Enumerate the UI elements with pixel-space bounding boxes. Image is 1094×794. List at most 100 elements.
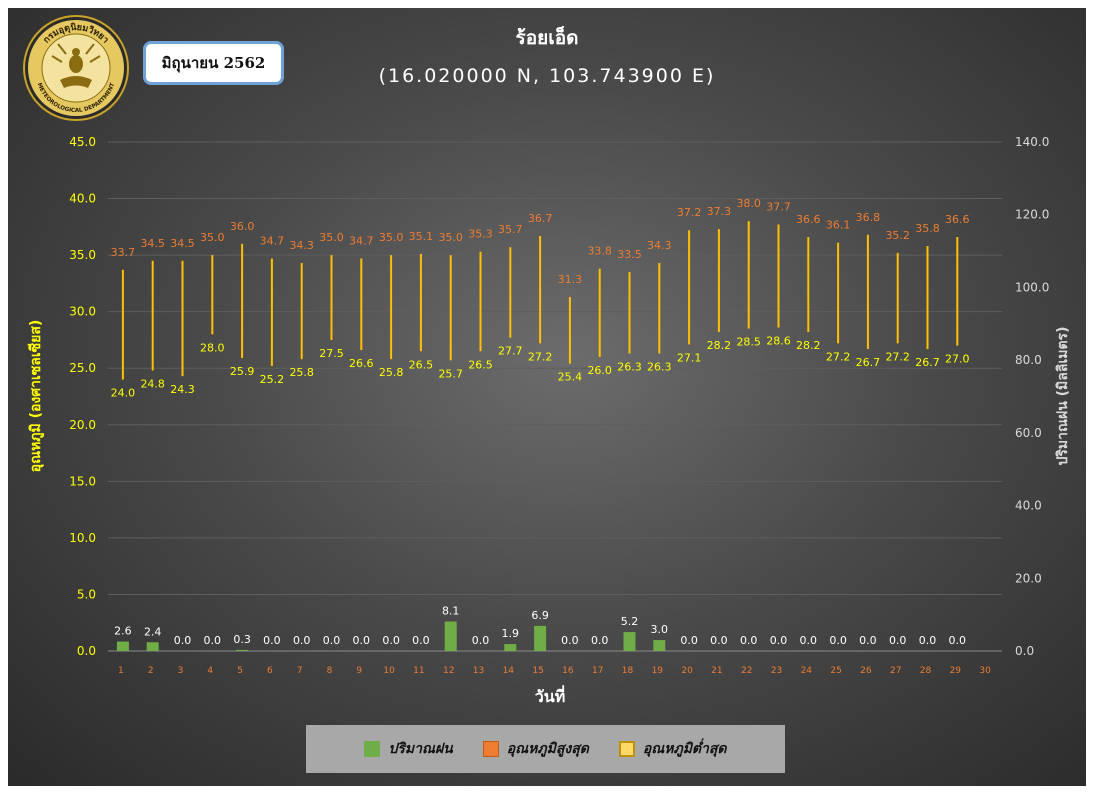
min-temp-label: 24.3: [170, 383, 195, 396]
min-temp-label: 26.7: [915, 356, 940, 369]
x-tick-label: 15: [532, 666, 543, 676]
legend-label-min-temp: อุณหภูมิต่ำสุด: [642, 741, 727, 757]
max-temp-label: 35.8: [915, 222, 940, 235]
temperature-range-bar: [121, 269, 124, 380]
max-temp-label: 34.3: [647, 239, 672, 252]
temperature-range-bar: [330, 255, 333, 340]
max-temp-label: 37.7: [766, 201, 791, 214]
right-tick-label: 0.0: [1015, 644, 1034, 658]
data-labels: 2.6 33.7 24.0 2.4 34.5 24.8 0.0 34.5 24.3 0.0 35.0…: [111, 197, 970, 647]
rain-value-label: 0.0: [204, 634, 222, 647]
temperature-range-bar: [241, 243, 244, 359]
rain-value-label: 0.0: [561, 634, 579, 647]
max-temp-label: 36.6: [945, 213, 970, 226]
min-temp-label: 27.7: [498, 345, 523, 358]
max-temp-label: 37.2: [677, 206, 702, 219]
x-tick-label: 23: [771, 666, 782, 676]
rain-value-label: 3.0: [651, 623, 669, 636]
month-label: มิถุนายน 2562: [161, 54, 266, 72]
x-axis-ticks: 1 2 3 4 5 6 7 8 9 10 11 12 13 14 15 16 17 18 19 20 21 22 23 24 2…: [118, 666, 991, 676]
rain-value-label: 2.6: [114, 625, 132, 638]
temperature-range-bar: [360, 258, 363, 351]
min-temp-label: 28.6: [766, 335, 791, 348]
temperature-range-bar: [509, 247, 512, 338]
temperature-range-bar: [151, 260, 154, 371]
min-temp-label: 27.1: [677, 351, 702, 364]
max-temp-label: 35.0: [319, 231, 344, 244]
temperature-range-bar: [598, 268, 601, 357]
legend-swatch-rain: [364, 741, 381, 757]
rain-bar: [534, 625, 547, 651]
min-temp-label: 28.2: [796, 339, 821, 352]
min-temp-label: 27.2: [528, 350, 553, 363]
x-tick-label: 3: [178, 666, 184, 676]
rain-value-label: 0.0: [382, 634, 400, 647]
min-temp-label: 25.2: [260, 373, 285, 386]
rain-bar: [116, 641, 129, 651]
rain-value-label: 0.0: [680, 634, 698, 647]
rain-value-label: 0.0: [949, 634, 967, 647]
left-axis-title: อุณหภูมิ (องศาเซลเซียส): [28, 320, 44, 473]
temperature-range-bar: [211, 255, 214, 335]
max-temp-label: 35.0: [438, 231, 463, 244]
max-temp-label: 33.7: [111, 246, 136, 259]
x-tick-label: 7: [297, 666, 303, 676]
legend-item-rain: ปริมาณฝน: [364, 738, 453, 760]
max-temp-label: 36.7: [528, 212, 553, 225]
rain-value-label: 5.2: [621, 615, 639, 628]
left-tick-label: 5.0: [77, 587, 96, 601]
x-tick-label: 21: [711, 666, 722, 676]
max-temp-label: 35.1: [409, 230, 434, 243]
temperature-range-bar: [539, 235, 542, 344]
right-tick-label: 120.0: [1015, 208, 1049, 222]
left-tick-label: 35.0: [69, 248, 96, 262]
max-temp-label: 34.7: [260, 235, 285, 248]
chart-legend: ปริมาณฝน อุณหภูมิสูงสุด อุณหภูมิต่ำสุด: [306, 725, 785, 773]
max-temp-label: 34.7: [349, 235, 374, 248]
min-temp-label: 26.3: [617, 361, 642, 374]
right-tick-label: 20.0: [1015, 571, 1042, 585]
min-temp-label: 26.6: [349, 357, 374, 370]
x-tick-label: 17: [592, 666, 603, 676]
right-tick-label: 40.0: [1015, 499, 1042, 513]
min-temp-label: 28.0: [200, 341, 225, 354]
x-tick-label: 6: [267, 666, 273, 676]
min-temp-label: 24.0: [111, 387, 136, 400]
max-temp-label: 31.3: [558, 273, 583, 286]
min-temp-label: 27.2: [826, 350, 851, 363]
min-temp-label: 27.2: [885, 350, 910, 363]
legend-label-max-temp: อุณหภูมิสูงสุด: [506, 741, 589, 757]
left-axis-ticks: 0.0 5.0 10.0 15.0 20.0 25.0 30.0 35.0 40.0 45.0: [69, 135, 96, 658]
min-temp-label: 24.8: [140, 377, 165, 390]
x-tick-label: 4: [207, 666, 213, 676]
max-temp-label: 35.3: [468, 228, 493, 241]
month-label-box: มิถุนายน 2562: [143, 41, 284, 85]
legend-swatch-max-temp: [482, 741, 499, 757]
left-tick-label: 10.0: [69, 531, 96, 545]
min-temp-label: 25.8: [379, 366, 404, 379]
temperature-range-bar: [419, 253, 422, 352]
rain-value-label: 0.0: [263, 634, 281, 647]
rain-value-label: 0.0: [353, 634, 371, 647]
x-tick-label: 27: [890, 666, 901, 676]
right-tick-label: 140.0: [1015, 135, 1049, 149]
rain-value-label: 2.4: [144, 625, 162, 638]
temperature-range-bar: [390, 255, 393, 360]
left-tick-label: 15.0: [69, 474, 96, 488]
x-tick-label: 5: [237, 666, 243, 676]
rain-value-label: 0.0: [323, 634, 341, 647]
rain-bar: [236, 649, 249, 651]
max-temp-label: 36.1: [826, 219, 851, 232]
temperature-range-bar: [449, 255, 452, 361]
rain-value-label: 1.9: [502, 627, 520, 640]
max-temp-label: 35.0: [379, 231, 404, 244]
rain-value-label: 0.0: [889, 634, 907, 647]
x-tick-label: 24: [801, 666, 813, 676]
x-tick-label: 18: [622, 666, 634, 676]
x-tick-label: 29: [950, 666, 962, 676]
temperature-range-bar: [926, 246, 929, 349]
rain-value-label: 0.0: [770, 634, 788, 647]
max-temp-label: 34.5: [140, 237, 165, 250]
meteorological-department-logo: กรมอุตุนิยมวิทยา METEOROLOGICAL DEPARTME…: [23, 15, 129, 121]
